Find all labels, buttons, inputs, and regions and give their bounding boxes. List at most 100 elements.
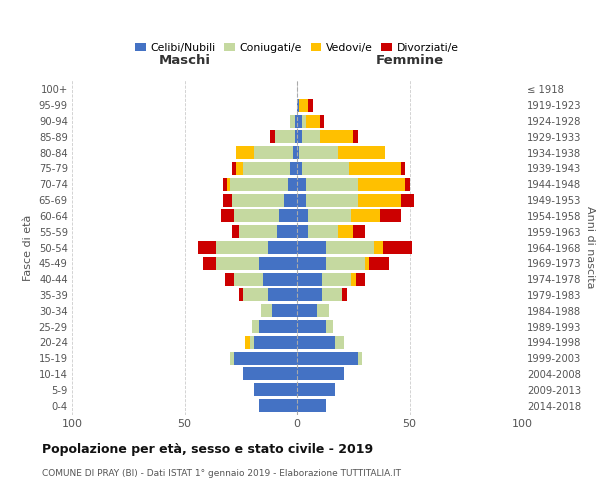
Bar: [306, 178, 358, 191]
Bar: [353, 130, 358, 143]
Bar: [353, 225, 365, 238]
Bar: [337, 225, 353, 238]
Bar: [297, 288, 322, 302]
Bar: [405, 178, 409, 191]
Bar: [297, 352, 358, 364]
Bar: [223, 194, 232, 206]
Bar: [275, 130, 295, 143]
Bar: [358, 178, 405, 191]
Bar: [337, 146, 385, 159]
Legend: Celibi/Nubili, Coniugati/e, Vedovi/e, Divorziati/e: Celibi/Nubili, Coniugati/e, Vedovi/e, Di…: [131, 38, 463, 57]
Bar: [272, 304, 297, 317]
Bar: [259, 320, 297, 333]
Bar: [306, 194, 358, 206]
Bar: [297, 320, 326, 333]
Bar: [243, 162, 290, 175]
Bar: [216, 241, 268, 254]
Bar: [297, 130, 302, 143]
Bar: [297, 162, 302, 175]
Bar: [369, 257, 389, 270]
Bar: [295, 130, 297, 143]
Bar: [279, 210, 297, 222]
Bar: [322, 288, 342, 302]
Bar: [198, 241, 216, 254]
Bar: [326, 257, 365, 270]
Bar: [383, 241, 412, 254]
Bar: [365, 257, 369, 270]
Bar: [243, 288, 268, 302]
Bar: [401, 194, 414, 206]
Bar: [342, 288, 347, 302]
Bar: [268, 288, 297, 302]
Bar: [270, 130, 275, 143]
Bar: [250, 336, 254, 349]
Bar: [245, 336, 250, 349]
Bar: [234, 210, 279, 222]
Bar: [277, 225, 297, 238]
Bar: [320, 114, 324, 128]
Bar: [306, 114, 320, 128]
Bar: [297, 304, 317, 317]
Bar: [297, 99, 299, 112]
Bar: [295, 114, 297, 128]
Bar: [297, 146, 299, 159]
Bar: [261, 304, 272, 317]
Bar: [351, 210, 380, 222]
Bar: [322, 272, 351, 285]
Bar: [297, 368, 344, 380]
Bar: [290, 114, 295, 128]
Bar: [234, 272, 263, 285]
Bar: [297, 210, 308, 222]
Bar: [254, 383, 297, 396]
Bar: [297, 178, 306, 191]
Bar: [297, 194, 306, 206]
Bar: [320, 130, 353, 143]
Bar: [380, 210, 401, 222]
Bar: [355, 272, 365, 285]
Bar: [284, 194, 297, 206]
Bar: [302, 130, 320, 143]
Bar: [259, 399, 297, 412]
Bar: [308, 210, 351, 222]
Bar: [326, 241, 373, 254]
Bar: [252, 320, 259, 333]
Bar: [236, 162, 243, 175]
Bar: [243, 368, 297, 380]
Bar: [358, 194, 401, 206]
Bar: [297, 399, 326, 412]
Bar: [203, 257, 216, 270]
Y-axis label: Fasce di età: Fasce di età: [23, 214, 33, 280]
Y-axis label: Anni di nascita: Anni di nascita: [585, 206, 595, 289]
Bar: [302, 162, 349, 175]
Bar: [232, 225, 239, 238]
Bar: [225, 272, 234, 285]
Bar: [297, 114, 302, 128]
Bar: [259, 257, 297, 270]
Bar: [232, 194, 284, 206]
Bar: [373, 241, 383, 254]
Bar: [254, 146, 293, 159]
Bar: [293, 146, 297, 159]
Bar: [297, 336, 335, 349]
Bar: [221, 210, 234, 222]
Bar: [297, 383, 335, 396]
Bar: [302, 114, 306, 128]
Text: Maschi: Maschi: [158, 54, 211, 68]
Bar: [236, 146, 254, 159]
Bar: [234, 352, 297, 364]
Bar: [326, 320, 333, 333]
Bar: [216, 257, 259, 270]
Bar: [297, 241, 326, 254]
Bar: [299, 146, 337, 159]
Bar: [290, 162, 297, 175]
Text: Popolazione per età, sesso e stato civile - 2019: Popolazione per età, sesso e stato civil…: [42, 442, 373, 456]
Bar: [288, 178, 297, 191]
Bar: [335, 336, 344, 349]
Bar: [401, 162, 405, 175]
Bar: [349, 162, 401, 175]
Bar: [229, 178, 288, 191]
Bar: [297, 225, 308, 238]
Text: Femmine: Femmine: [376, 54, 443, 68]
Bar: [268, 241, 297, 254]
Bar: [227, 178, 229, 191]
